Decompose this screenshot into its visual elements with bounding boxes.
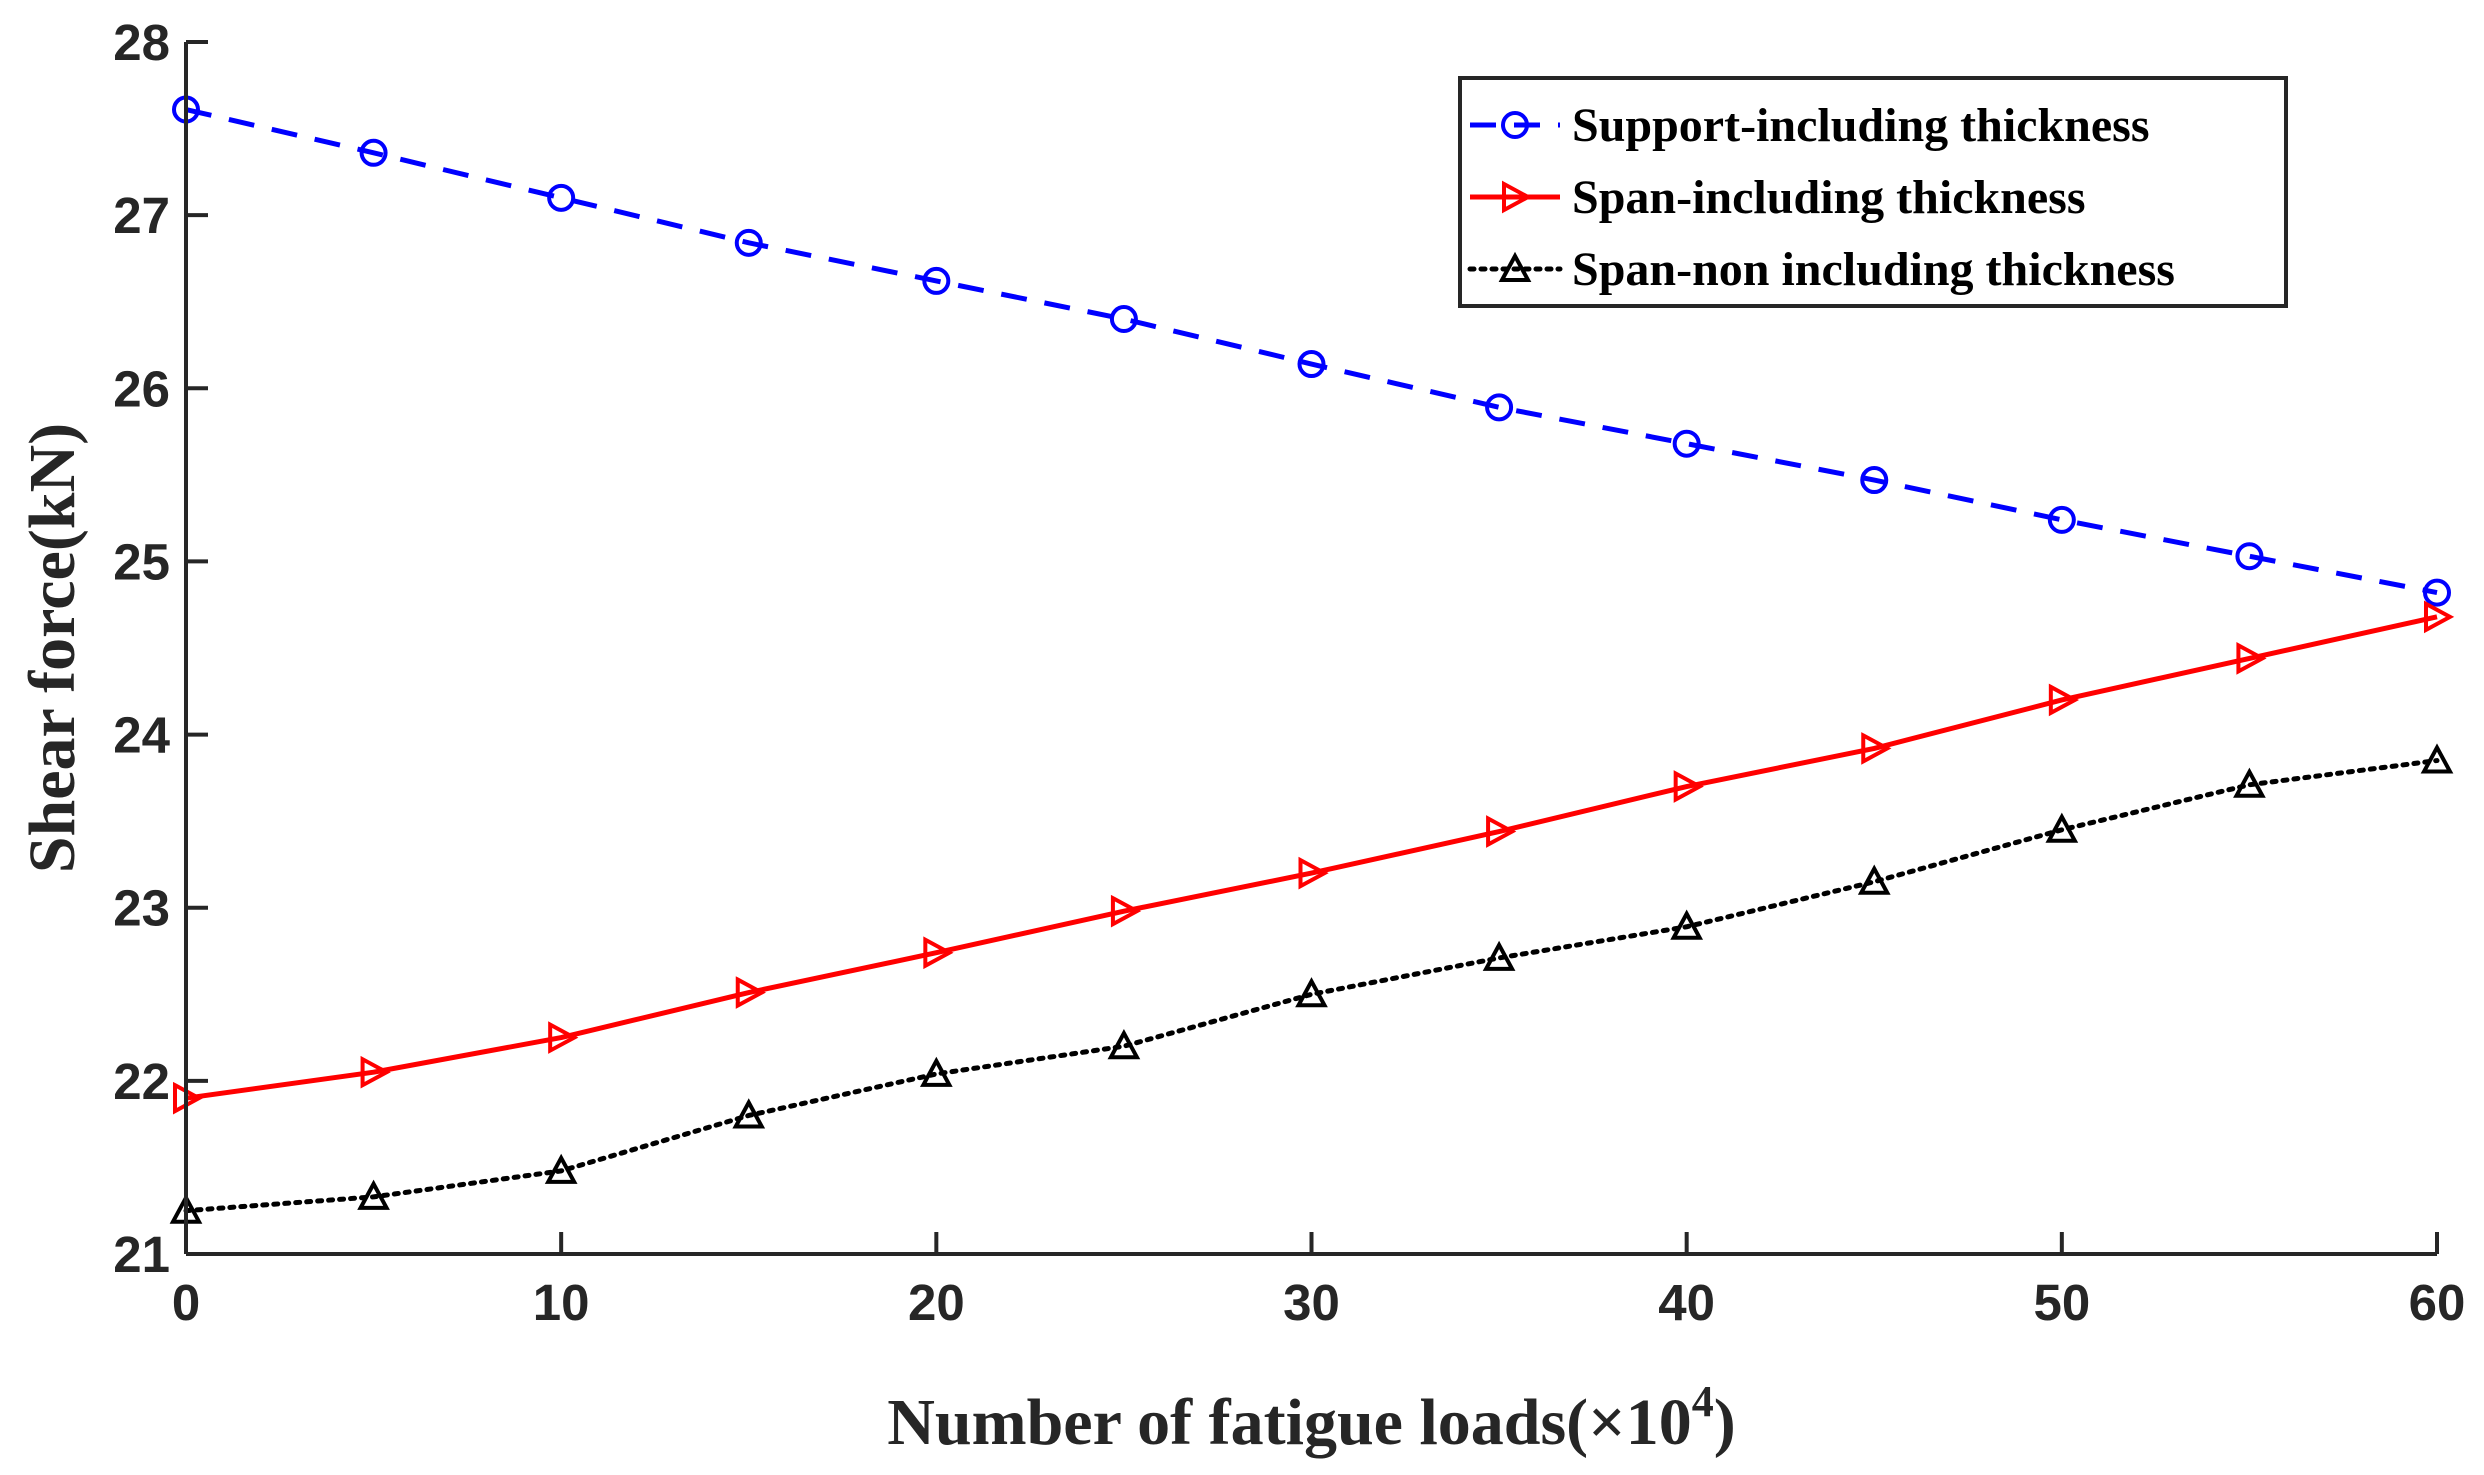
legend-label: Span-including thickness	[1572, 171, 2086, 224]
y-axis-title: Shear force(kN)	[16, 423, 89, 873]
series-3-point	[1670, 909, 1704, 940]
series-layer	[169, 95, 2455, 1224]
y-tick-label: 25	[113, 533, 170, 590]
series-2-point	[1298, 856, 1329, 890]
x-axis-title-exponent: 4	[1692, 1377, 1714, 1426]
series-2-line	[185, 614, 2438, 1101]
legend-marker	[1498, 251, 1532, 282]
series-3-point	[2233, 767, 2266, 798]
series-2-point	[735, 976, 766, 1009]
x-axis-title-main: Number of fatigue loads(×10	[887, 1386, 1692, 1459]
series-1	[172, 95, 2451, 607]
x-axis-title-suffix: )	[1714, 1386, 1736, 1459]
series-2-point	[1673, 770, 1704, 803]
x-tick-label: 10	[533, 1274, 590, 1331]
series-1-point	[1672, 429, 1701, 458]
legend-label: Support-including thickness	[1572, 99, 2150, 152]
series-1-point	[2423, 578, 2451, 607]
series-2-point	[2048, 683, 2080, 717]
series-2-point	[1486, 815, 1517, 848]
series-1-point	[359, 138, 388, 167]
series-3-point	[544, 1153, 578, 1184]
series-2-point	[548, 1021, 579, 1054]
series-3-point	[1482, 940, 1516, 971]
legend-entry-2: Span-including thickness	[1470, 171, 2086, 224]
legend-box	[1458, 76, 2288, 308]
series-1-point	[1297, 350, 1326, 379]
y-tick-label: 22	[113, 1053, 170, 1110]
series-1-point	[1485, 393, 1514, 422]
series-1-line	[185, 107, 2438, 596]
y-tick-label: 27	[113, 187, 170, 244]
series-1-point	[2047, 505, 2076, 534]
series-1-point	[547, 183, 576, 212]
series-3-point	[732, 1098, 766, 1129]
series-2-point	[2424, 600, 2455, 634]
x-tick-label: 20	[908, 1274, 965, 1331]
legend-label: Span-non including thickness	[1572, 243, 2175, 296]
legend: Support-including thickness Span-includin…	[1458, 76, 2288, 308]
series-3-point	[357, 1179, 390, 1210]
series-3-point	[1107, 1029, 1141, 1060]
series-3-point	[1295, 977, 1328, 1008]
legend-marker	[1502, 180, 1533, 214]
series-1-point	[2235, 542, 2264, 571]
series-3-point	[2045, 812, 2079, 843]
axes-layer: 0 10 20 30 40 50 60 21 22 23 24 25 26 27 28	[113, 14, 2465, 1331]
y-tick-label: 23	[113, 880, 170, 937]
series-2-point	[1110, 894, 1142, 928]
x-tick-label: 0	[172, 1274, 200, 1331]
series-3-point	[1857, 864, 1891, 895]
y-tick-label: 28	[113, 14, 170, 71]
series-2-point	[923, 936, 954, 970]
x-axis-title: Number of fatigue loads(×104)	[887, 1377, 1736, 1459]
series-3-line	[183, 758, 2440, 1214]
x-tick-label: 40	[1658, 1274, 1715, 1331]
series-2-point	[360, 1055, 391, 1089]
legend-entry-1: Support-including thickness	[1470, 99, 2150, 152]
legend-marker	[1501, 111, 1529, 139]
series-1-point	[1109, 305, 1138, 334]
series-1-point	[734, 228, 763, 257]
x-tick-label: 60	[2409, 1274, 2466, 1331]
series-1-point	[922, 266, 951, 295]
y-tick-label: 26	[113, 360, 170, 417]
series-2-point	[2236, 642, 2267, 675]
y-tick-label: 21	[113, 1226, 170, 1283]
series-1-point	[1860, 466, 1889, 495]
series-3	[169, 743, 2454, 1224]
x-tick-label: 50	[2033, 1274, 2090, 1331]
x-tick-label: 30	[1283, 1274, 1340, 1331]
series-2-point	[1861, 732, 1892, 765]
y-tick-label: 24	[113, 707, 170, 764]
series-3-point	[919, 1056, 953, 1087]
series-3-point	[2420, 743, 2454, 774]
legend-entry-3: Span-non including thickness	[1467, 243, 2175, 296]
